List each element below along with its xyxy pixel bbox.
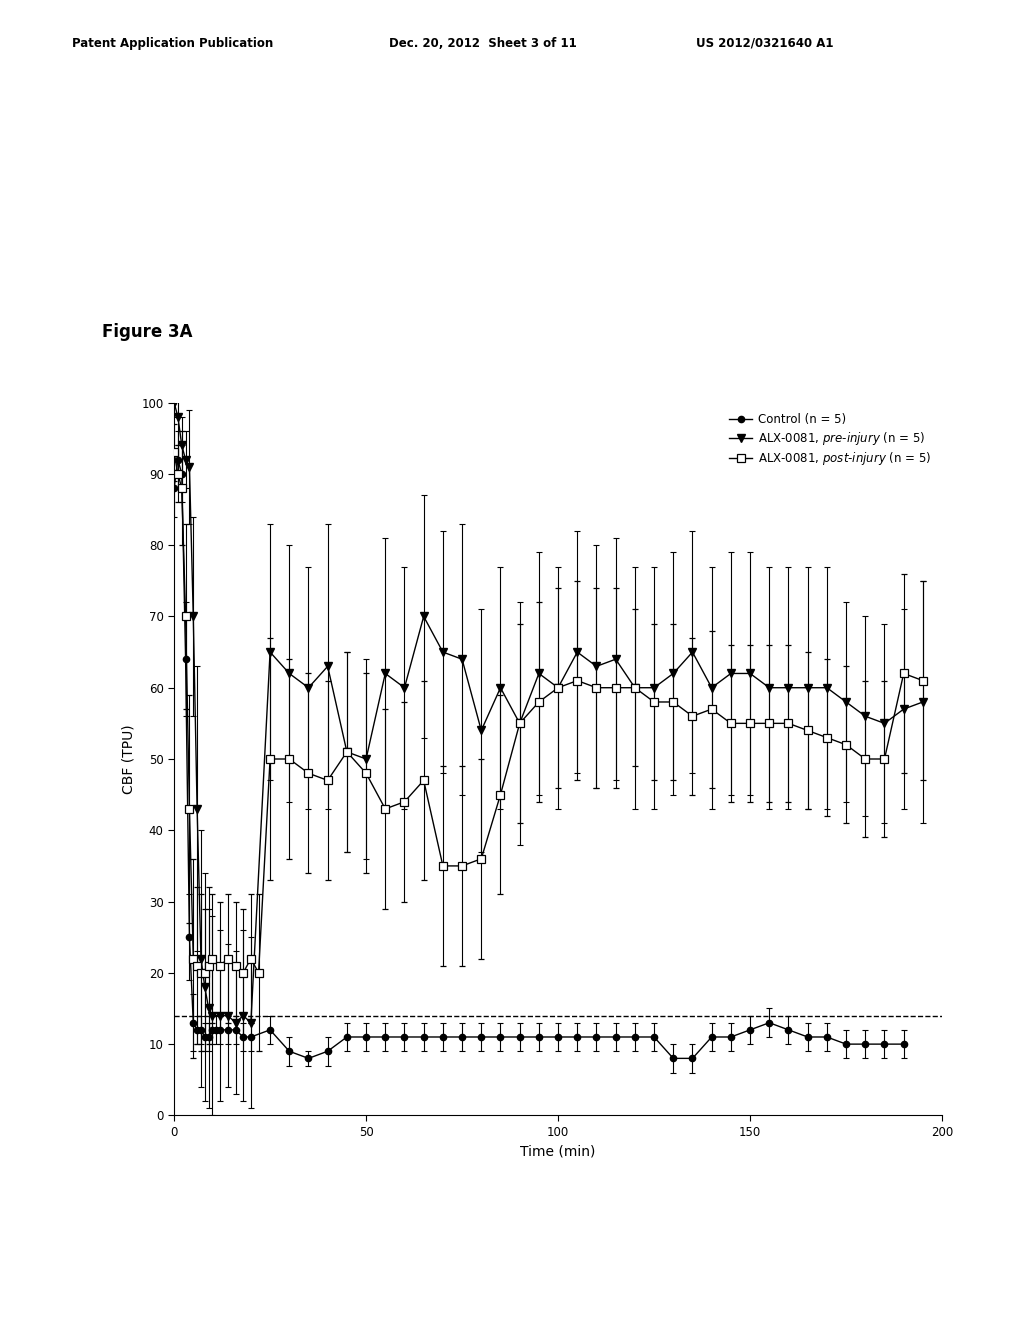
Text: Patent Application Publication: Patent Application Publication <box>72 37 273 50</box>
Y-axis label: CBF (TPU): CBF (TPU) <box>122 725 136 793</box>
Legend: Control (n = 5), ALX-0081, $\mathit{pre}$-$\mathit{injury}$ (n = 5), ALX-0081, $: Control (n = 5), ALX-0081, $\mathit{pre}… <box>724 408 936 473</box>
X-axis label: Time (min): Time (min) <box>520 1144 596 1159</box>
Text: Dec. 20, 2012  Sheet 3 of 11: Dec. 20, 2012 Sheet 3 of 11 <box>389 37 577 50</box>
Text: Figure 3A: Figure 3A <box>102 323 193 342</box>
Text: US 2012/0321640 A1: US 2012/0321640 A1 <box>696 37 834 50</box>
